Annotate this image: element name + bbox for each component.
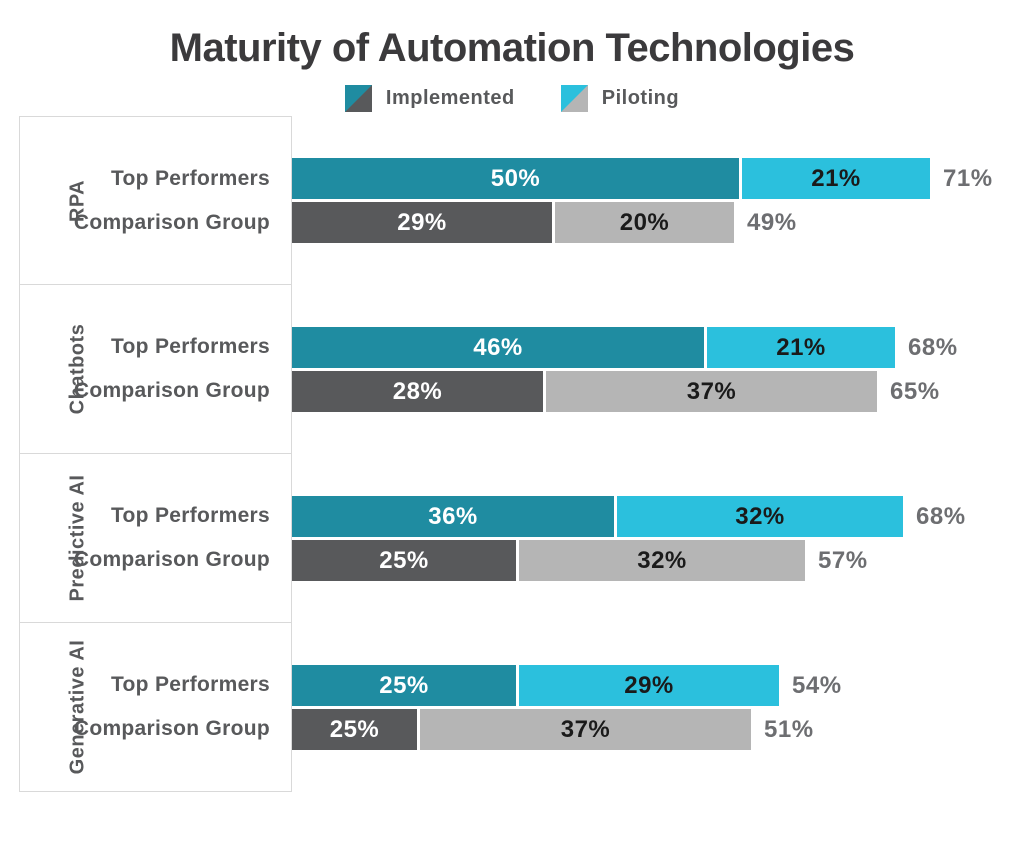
section-rpa: RPA Top Performers Comparison Group 50% … — [19, 116, 1024, 285]
row-label-top-performers: Top Performers — [110, 673, 270, 696]
bar-segment-piloting: 37% — [420, 709, 751, 750]
segment-value-label: 20% — [619, 208, 670, 236]
bar-total-label: 54% — [792, 671, 842, 699]
category-label-box: Generative AI Top Performers Comparison … — [19, 623, 292, 792]
bar-total-label: 65% — [890, 377, 940, 405]
row-labels: Top Performers Comparison Group — [74, 665, 291, 750]
bar-row-comparison-group: 29% 20% 49% — [292, 202, 993, 243]
page: { "title": "Maturity of Automation Techn… — [0, 24, 1024, 846]
bar-row-comparison-group: 25% 32% 57% — [292, 540, 966, 581]
chart: RPA Top Performers Comparison Group 50% … — [19, 116, 1024, 792]
category-label-box: Chatbots Top Performers Comparison Group — [19, 285, 292, 454]
segment-value-label: 29% — [397, 208, 447, 236]
bars: 36% 32% 68% 25% 32% 57% — [292, 454, 966, 623]
bar-segment-implemented: 25% — [292, 540, 516, 581]
row-labels: Top Performers Comparison Group — [74, 158, 291, 243]
row-label-comparison-group: Comparison Group — [73, 379, 270, 402]
section-chatbots: Chatbots Top Performers Comparison Group… — [19, 285, 1024, 454]
bar-segment-piloting: 20% — [555, 202, 734, 243]
row-label-comparison-group: Comparison Group — [73, 548, 270, 571]
legend-label-implemented: Implemented — [385, 86, 515, 109]
category-label: Chatbots — [66, 323, 89, 415]
row-label-top-performers: Top Performers — [110, 166, 270, 190]
legend: Implemented Piloting — [0, 83, 1024, 113]
segment-value-label: 32% — [735, 502, 785, 530]
segment-value-label: 50% — [490, 164, 541, 192]
bar-segment-implemented: 50% — [292, 158, 739, 199]
segment-value-label: 46% — [473, 333, 523, 361]
row-label-top-performers: Top Performers — [110, 504, 270, 527]
legend-item-piloting: Piloting — [560, 84, 680, 112]
bar-segment-piloting: 32% — [617, 496, 903, 537]
row-label-comparison-group: Comparison Group — [73, 210, 270, 234]
bar-row-comparison-group: 28% 37% 65% — [292, 371, 958, 412]
bar-total-label: 57% — [818, 546, 868, 574]
bar-segment-piloting: 21% — [742, 158, 930, 199]
bar-row-top-performers: 50% 21% 71% — [292, 158, 993, 199]
segment-value-label: 32% — [637, 546, 687, 574]
bar-segment-implemented: 36% — [292, 496, 614, 537]
segment-value-label: 29% — [624, 671, 674, 699]
chart-title: Maturity of Automation Technologies — [169, 26, 855, 70]
bars: 46% 21% 68% 28% 37% 65% — [292, 285, 958, 454]
segment-value-label: 28% — [392, 377, 443, 405]
row-labels: Top Performers Comparison Group — [74, 327, 291, 412]
bar-row-top-performers: 36% 32% 68% — [292, 496, 966, 537]
bars: 25% 29% 54% 25% 37% 51% — [292, 623, 842, 792]
legend-label-piloting: Piloting — [601, 86, 680, 109]
bar-segment-implemented: 25% — [292, 709, 417, 750]
bar-segment-implemented: 25% — [292, 665, 516, 706]
piloting-swatch-icon — [560, 84, 588, 112]
category-label-box: Predictive AI Top Performers Comparison … — [19, 454, 292, 623]
segment-value-label: 25% — [379, 671, 429, 699]
bar-segment-piloting: 37% — [546, 371, 877, 412]
segment-value-label: 21% — [776, 333, 826, 361]
bar-row-comparison-group: 25% 37% 51% — [292, 709, 842, 750]
segment-value-label: 21% — [811, 164, 861, 192]
category-label: Predictive AI — [66, 474, 89, 602]
legend-item-implemented: Implemented — [344, 84, 515, 112]
bar-segment-implemented: 29% — [292, 202, 552, 243]
implemented-swatch-icon — [344, 84, 372, 112]
bar-segment-piloting: 29% — [519, 665, 779, 706]
segment-value-label: 25% — [379, 546, 429, 574]
category-label-box: RPA Top Performers Comparison Group — [19, 116, 292, 285]
bar-total-label: 68% — [916, 502, 966, 530]
bar-segment-piloting: 32% — [519, 540, 805, 581]
category-label: Generative AI — [66, 639, 89, 775]
bar-total-label: 71% — [943, 164, 993, 192]
bar-segment-piloting: 21% — [707, 327, 895, 368]
bar-total-label: 51% — [764, 715, 814, 743]
row-label-top-performers: Top Performers — [110, 335, 270, 358]
segment-value-label: 36% — [428, 502, 478, 530]
bar-row-top-performers: 25% 29% 54% — [292, 665, 842, 706]
section-predictive-ai: Predictive AI Top Performers Comparison … — [19, 454, 1024, 623]
bar-segment-implemented: 28% — [292, 371, 543, 412]
bar-segment-implemented: 46% — [292, 327, 704, 368]
segment-value-label: 25% — [329, 715, 380, 743]
bar-row-top-performers: 46% 21% 68% — [292, 327, 958, 368]
segment-value-label: 37% — [686, 377, 737, 405]
row-labels: Top Performers Comparison Group — [74, 496, 291, 581]
bar-total-label: 68% — [908, 333, 958, 361]
bar-total-label: 49% — [747, 208, 797, 236]
segment-value-label: 37% — [560, 715, 611, 743]
bars: 50% 21% 71% 29% 20% 49% — [292, 116, 993, 285]
category-label: RPA — [66, 179, 89, 222]
row-label-comparison-group: Comparison Group — [73, 717, 270, 740]
section-generative-ai: Generative AI Top Performers Comparison … — [19, 623, 1024, 792]
